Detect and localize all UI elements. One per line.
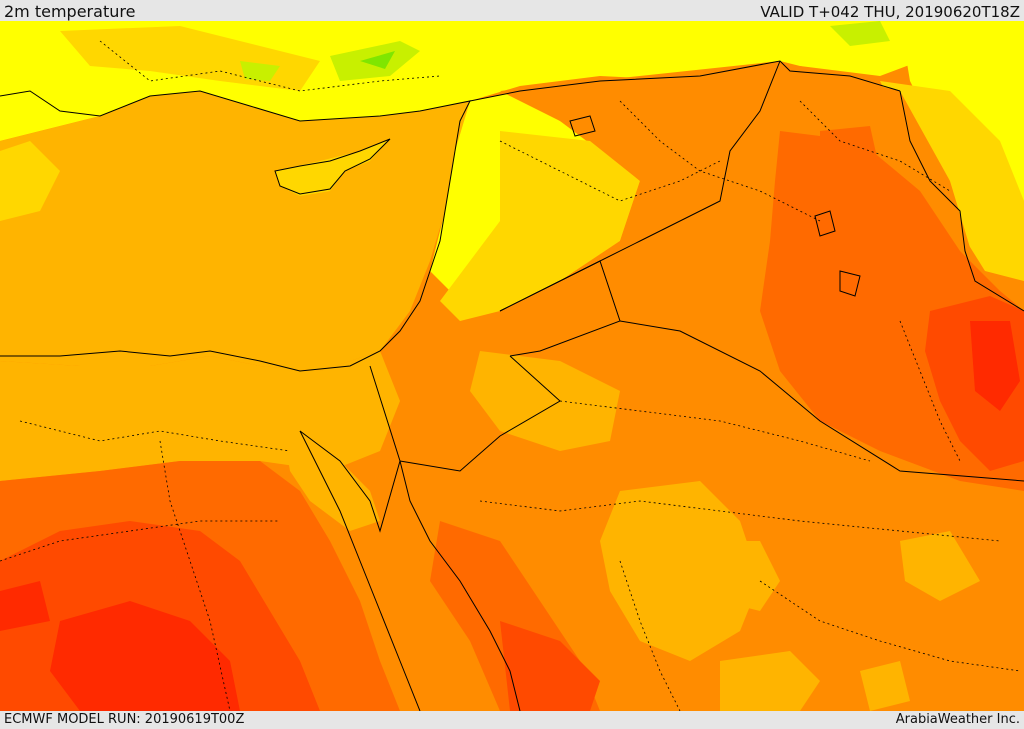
temperature-map <box>0 21 1024 711</box>
province-line-10 <box>0 520 280 562</box>
levant-gold <box>440 131 640 321</box>
sea-yellow-edge <box>0 141 60 221</box>
saudi-amber-patch-f <box>900 531 980 601</box>
iran-iraq-border <box>899 90 1024 312</box>
political-borders <box>0 60 1024 711</box>
province-line-1 <box>99 40 441 92</box>
province-line-11 <box>899 320 961 462</box>
red-sea-west-coast <box>299 430 421 711</box>
iraq-lakes <box>814 210 861 297</box>
green-patch-c <box>240 61 280 81</box>
western-saudi-red <box>500 621 600 711</box>
saudi-amber-patch-a <box>600 481 760 661</box>
province-line-5 <box>559 400 871 462</box>
province-line-3 <box>619 100 821 222</box>
province-line-12 <box>159 440 231 711</box>
red-sea-east-coast <box>399 460 521 711</box>
sinai-border <box>299 365 401 533</box>
header-bar: 2m temperature VALID T+042 THU, 20190620… <box>0 0 1024 21</box>
province-line-7 <box>619 560 681 711</box>
iraq-red-spot <box>970 321 1020 411</box>
province-line-8 <box>759 580 1021 672</box>
saudi-jordan-south <box>399 355 561 472</box>
province-lines <box>0 40 1021 711</box>
turkey-syria-border <box>469 60 901 102</box>
cyprus-outline <box>274 138 391 195</box>
province-line-6 <box>479 500 1001 542</box>
saudi-amber-patch-b <box>700 541 780 611</box>
levant-coast <box>0 150 456 372</box>
sinai-amber <box>285 441 380 531</box>
iraq-north-hot <box>820 126 880 191</box>
saudi-amber-patch-d <box>720 651 820 711</box>
lake-van <box>569 115 596 137</box>
credit-label: ArabiaWeather Inc. <box>895 712 1020 727</box>
map-title: 2m temperature <box>4 2 136 21</box>
valid-time-label: VALID T+042 THU, 20190620T18Z <box>760 3 1020 21</box>
saudi-jordan-border <box>619 320 1024 482</box>
saudi-amber-patch-e <box>860 661 910 711</box>
temperature-map-svg <box>0 21 1024 711</box>
model-run-label: ECMWF MODEL RUN: 20190619T00Z <box>4 712 245 727</box>
green-patch-d <box>830 21 890 46</box>
egypt-red-core <box>50 601 240 711</box>
red-sea <box>335 511 490 711</box>
footer-bar: ECMWF MODEL RUN: 20190619T00Z ArabiaWeat… <box>0 711 1024 729</box>
egypt-red-spot <box>0 581 50 631</box>
saudi-amber-patch-c <box>470 351 620 451</box>
cyprus <box>275 139 390 196</box>
green-patch-b <box>360 51 395 69</box>
